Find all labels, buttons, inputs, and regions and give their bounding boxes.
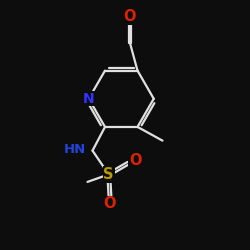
Text: O: O <box>104 196 116 212</box>
Text: O: O <box>124 9 136 24</box>
Text: S: S <box>104 167 114 182</box>
Text: HN: HN <box>64 143 86 156</box>
Text: N: N <box>83 92 94 106</box>
Text: O: O <box>129 153 141 168</box>
